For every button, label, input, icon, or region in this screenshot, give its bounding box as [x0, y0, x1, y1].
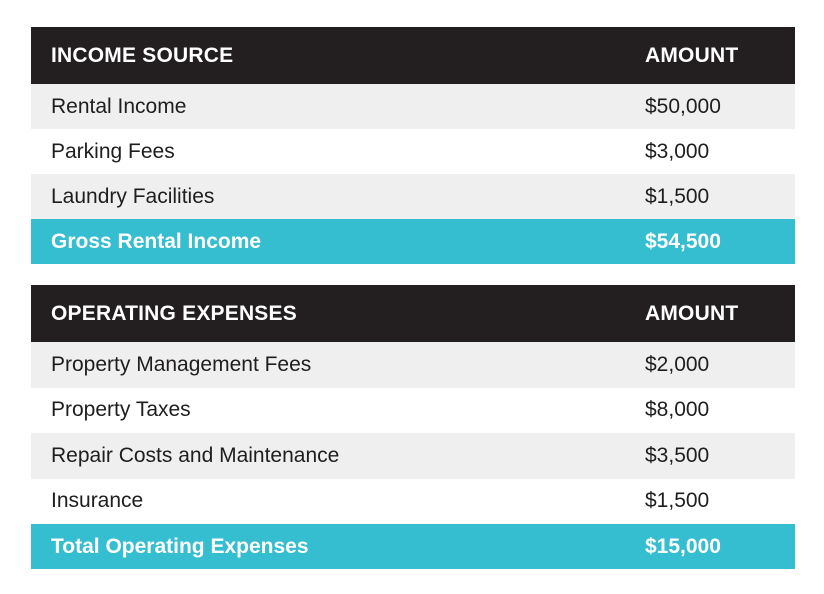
row-amount: $3,000	[645, 139, 710, 163]
table-row: Rental Income $50,000	[31, 84, 795, 129]
row-amount: $8,000	[645, 398, 710, 422]
row-label: Property Management Fees	[51, 352, 312, 376]
operating-expenses-heading: OPERATING EXPENSES	[51, 301, 297, 325]
total-operating-expenses-row: Total Operating Expenses $15,000	[31, 524, 795, 569]
table-row: Property Taxes $8,000	[31, 387, 795, 433]
total-amount: $54,500	[645, 229, 721, 253]
total-label: Gross Rental Income	[51, 229, 262, 253]
row-label: Laundry Facilities	[51, 184, 215, 208]
gross-rental-income-row: Gross Rental Income $54,500	[31, 219, 795, 264]
expenses-table: OPERATING EXPENSES AMOUNT Property Manag…	[31, 285, 795, 569]
row-amount: $1,500	[645, 184, 710, 208]
amount-heading: AMOUNT	[645, 43, 739, 67]
row-amount: $50,000	[645, 94, 721, 118]
income-table-header: INCOME SOURCE AMOUNT	[31, 27, 795, 84]
total-amount: $15,000	[645, 534, 721, 558]
row-amount: $2,000	[645, 352, 710, 376]
amount-heading: AMOUNT	[645, 301, 739, 325]
total-label: Total Operating Expenses	[51, 534, 309, 558]
row-label: Rental Income	[51, 94, 187, 118]
income-source-heading: INCOME SOURCE	[51, 43, 234, 67]
table-row: Property Management Fees $2,000	[31, 342, 795, 388]
row-label: Repair Costs and Maintenance	[51, 443, 340, 467]
table-row: Insurance $1,500	[31, 478, 795, 524]
table-row: Parking Fees $3,000	[31, 129, 795, 174]
row-label: Parking Fees	[51, 139, 175, 163]
income-table: INCOME SOURCE AMOUNT Rental Income $50,0…	[31, 27, 795, 264]
table-row: Laundry Facilities $1,500	[31, 174, 795, 219]
row-amount: $1,500	[645, 489, 710, 513]
expenses-table-header: OPERATING EXPENSES AMOUNT	[31, 285, 795, 342]
row-label: Property Taxes	[51, 398, 191, 422]
row-amount: $3,500	[645, 443, 710, 467]
row-label: Insurance	[51, 489, 144, 513]
table-row: Repair Costs and Maintenance $3,500	[31, 433, 795, 479]
